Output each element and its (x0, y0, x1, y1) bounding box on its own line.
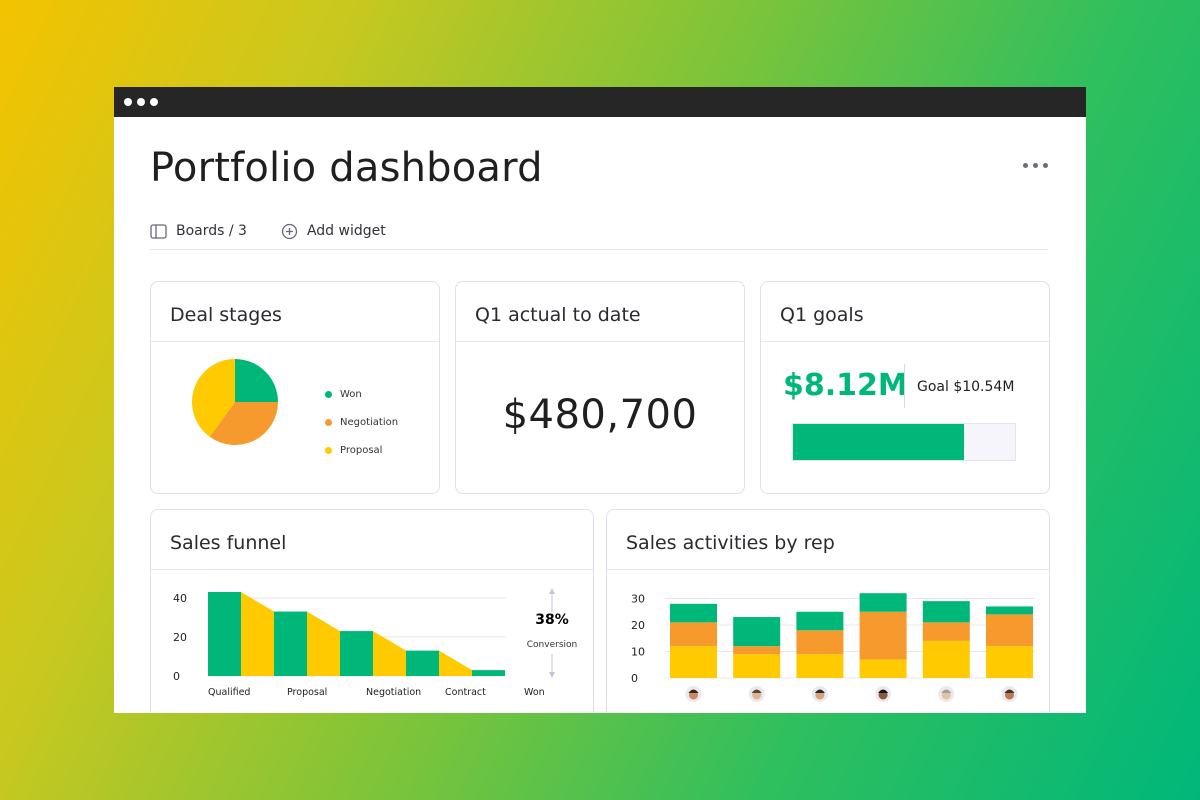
funnel-bar (472, 670, 505, 676)
y-tick-label: 40 (173, 592, 187, 605)
funnel-transition (307, 611, 340, 676)
widget-title: Q1 actual to date (456, 282, 744, 342)
stacked-bar-segment (670, 603, 717, 623)
rep-avatar[interactable] (811, 686, 828, 702)
stacked-bar-segment (733, 617, 781, 647)
boards-label: Boards / 3 (176, 223, 247, 239)
funnel-bar (274, 611, 307, 676)
pie-slice-negotiation (209, 402, 278, 445)
stacked-bar-segment (986, 606, 1033, 615)
goal-progress-fill (793, 424, 964, 460)
dashboard-toolbar: Boards / 3 Add widget (150, 221, 1048, 250)
rep-avatar[interactable] (1001, 686, 1018, 702)
rep-avatar[interactable] (685, 686, 702, 702)
funnel-transition (373, 631, 406, 676)
boards-button[interactable]: Boards / 3 (150, 223, 247, 239)
conversion-percent: 38% (535, 612, 569, 628)
q1-goals-value: $8.12M (783, 368, 908, 403)
divider (904, 364, 905, 408)
y-tick-label: 0 (631, 672, 638, 685)
x-category-label: Contract (445, 687, 486, 698)
pie-legend: Won Negotiation Proposal (325, 380, 398, 464)
deal-stages-pie (192, 359, 278, 445)
more-options-icon[interactable] (1023, 163, 1048, 168)
stacked-bar-segment (796, 611, 844, 631)
q1-goals-widget[interactable]: Q1 goals $8.12M Goal $10.54M (760, 281, 1050, 494)
legend-label: Proposal (340, 444, 383, 456)
window-dot-icon[interactable] (150, 98, 158, 106)
stacked-bar-segment (986, 614, 1033, 647)
q1-goal-target: Goal $10.54M (917, 379, 1015, 395)
plus-circle-icon (281, 223, 298, 239)
widget-title: Sales activities by rep (607, 510, 1049, 570)
stacked-bar-segment (670, 622, 717, 647)
sales-funnel-widget[interactable]: Sales funnel 0 20 40 Qualified Proposal Nego… (150, 509, 594, 713)
y-tick-label: 0 (173, 670, 180, 683)
window-dot-icon[interactable] (124, 98, 132, 106)
x-category-label: Negotiation (366, 687, 421, 698)
deal-stages-widget[interactable]: Deal stages Won Negotiation Proposal (150, 281, 440, 494)
funnel-transition (439, 650, 472, 676)
conversion-label: Conversion (527, 640, 577, 650)
legend-item: Won (325, 380, 398, 408)
stacked-bar-segment (922, 640, 970, 678)
x-category-label: Won (524, 687, 545, 698)
funnel-bar (208, 592, 241, 676)
add-widget-label: Add widget (306, 223, 386, 239)
pie-slice-won (235, 359, 278, 402)
rep-avatar[interactable] (938, 686, 955, 702)
stacked-bar-segment (922, 622, 970, 641)
legend-item: Proposal (325, 436, 398, 464)
sales-by-rep-chart: 0 10 20 30 (631, 593, 1035, 702)
y-tick-label: 10 (631, 646, 645, 659)
q1-actual-value: $480,700 (502, 392, 698, 438)
sales-by-rep-widget[interactable]: Sales activities by rep 0 10 20 30 (606, 509, 1050, 713)
pie-slice-proposal (192, 359, 235, 437)
conversion-indicator: 38% Conversion (527, 588, 577, 678)
q1-actual-widget[interactable]: Q1 actual to date $480,700 (455, 281, 745, 494)
legend-label: Won (340, 388, 362, 400)
window-titlebar (114, 87, 1086, 117)
funnel-transition (241, 592, 274, 676)
widget-title: Q1 goals (761, 282, 1049, 342)
stacked-bar-segment (796, 654, 844, 678)
legend-item: Negotiation (325, 408, 398, 436)
legend-dot-icon (325, 446, 332, 454)
stacked-bar-segment (922, 601, 970, 623)
stacked-bar-segment (859, 593, 907, 612)
x-category-label: Proposal (287, 687, 327, 698)
rep-avatar[interactable] (875, 686, 892, 702)
stacked-bar-segment (733, 654, 781, 678)
legend-dot-icon (325, 390, 332, 398)
add-widget-button[interactable]: Add widget (281, 223, 386, 240)
stacked-bar-segment (986, 646, 1033, 678)
widget-title: Deal stages (151, 282, 439, 342)
page-title: Portfolio dashboard (150, 145, 543, 191)
widget-title: Sales funnel (151, 510, 593, 570)
stacked-bar-segment (859, 611, 907, 660)
stacked-bar-segment (733, 646, 781, 655)
legend-dot-icon (325, 418, 332, 426)
rep-avatar[interactable] (748, 686, 765, 702)
window-dot-icon[interactable] (137, 98, 145, 106)
y-tick-label: 20 (173, 631, 187, 644)
y-tick-label: 20 (631, 619, 645, 632)
stacked-bar-segment (670, 646, 717, 678)
legend-label: Negotiation (340, 416, 399, 428)
funnel-bar (340, 631, 373, 676)
stacked-bar-segment (796, 630, 844, 655)
board-icon (150, 223, 167, 239)
sales-funnel-chart: 0 20 40 Qualified Proposal Negotiation Contra… (173, 588, 577, 698)
goal-progress-bar (792, 423, 1016, 461)
browser-window: Portfolio dashboard Boards / 3 Add widge… (114, 87, 1086, 713)
funnel-bar (406, 650, 439, 676)
stacked-bar-segment (859, 659, 907, 678)
y-tick-label: 30 (631, 593, 645, 606)
x-category-label: Qualified (208, 687, 250, 698)
